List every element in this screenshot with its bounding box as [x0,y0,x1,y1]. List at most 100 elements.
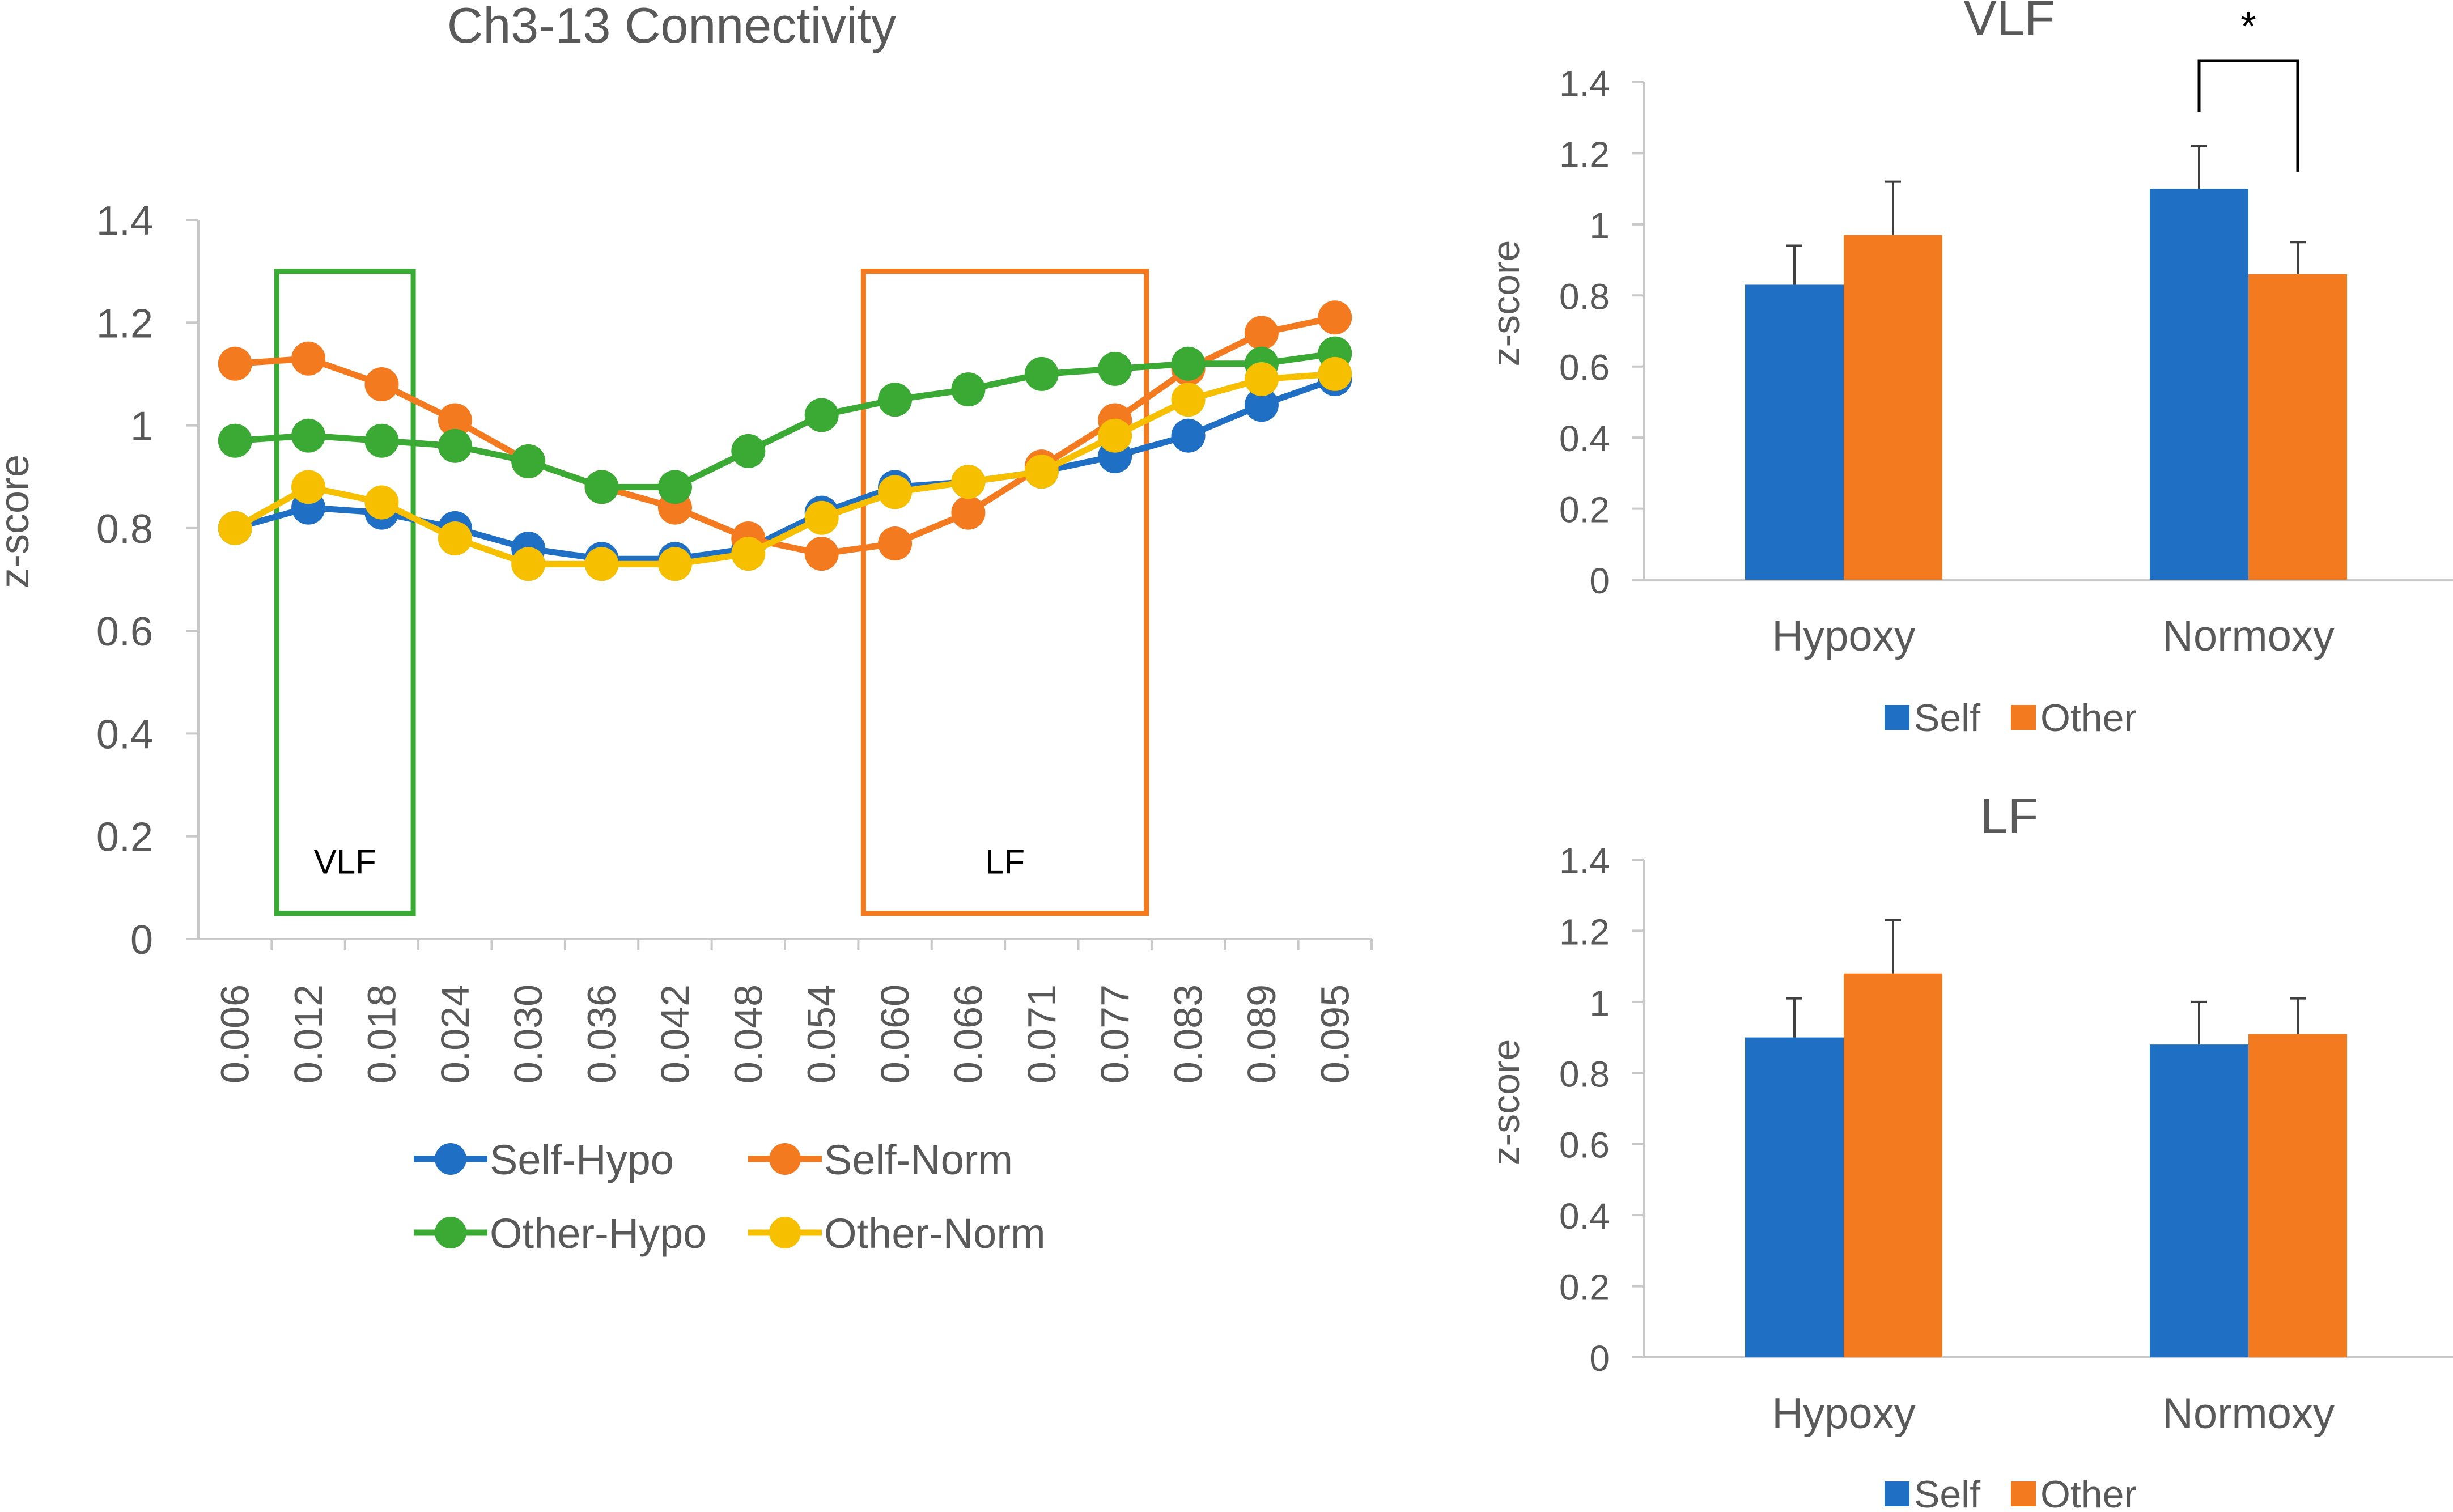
lf-legend-label-self: Self [1914,1473,1980,1512]
self-norm-point [364,367,399,402]
y-tick-label: 0.4 [96,712,153,757]
lf-bar-other-normoxy [2248,1034,2347,1357]
other-hypo-point [511,444,546,479]
self-norm-point [951,495,986,530]
legend-marker-self-norm [769,1143,801,1175]
self-hypo-point [1171,418,1206,453]
lf-y-tick-label: 0 [1589,1338,1610,1379]
x-tick-label: 0.077 [1093,984,1137,1084]
lf-legend-item-other[interactable]: Other [2011,1473,2137,1512]
other-norm-point [1024,455,1059,489]
line-chart-legend[interactable]: Self-Hypo Self-Norm Other-Hypo Other-Norm [414,1136,1046,1257]
vlf-y-tick-label: 0.4 [1559,418,1610,459]
line-chart-x-ticks: 0.006 0.012 0.018 0.024 0.030 0.036 0.042 0.048… [213,939,1373,1084]
vlf-chart-title: VLF [1963,0,2055,46]
legend-item-other-hypo[interactable]: Other-Hypo [414,1210,706,1257]
self-norm-point [438,403,472,438]
lf-bar-other-hypoxy [1844,973,1942,1357]
other-hypo-point [951,372,986,407]
vlf-bar-other-normoxy [2248,274,2347,580]
self-norm-point [878,526,913,561]
vlf-y-tick-label: 1.2 [1559,134,1610,175]
legend-item-other-norm[interactable]: Other-Norm [748,1210,1046,1257]
y-tick-label: 0.8 [96,507,153,552]
lf-bar-self-hypoxy [1745,1037,1844,1357]
lf-y-tick-label: 1 [1589,983,1610,1023]
other-norm-point [364,485,399,520]
vlf-legend-swatch-other [2011,705,2036,730]
other-norm-point [951,465,986,499]
other-hypo-point [1024,356,1059,391]
x-tick-label: 0.071 [1020,984,1064,1084]
lf-legend-item-self[interactable]: Self [1885,1473,1980,1512]
y-tick-label: 1.2 [96,301,153,346]
other-norm-point [218,511,252,545]
x-tick-label: 0.030 [506,984,550,1084]
lf-y-tick-label: 0.4 [1559,1196,1610,1237]
x-tick-label: 0.036 [580,984,624,1084]
other-hypo-point [291,418,326,453]
lf-band-box [860,269,1149,916]
legend-label-self-norm: Self-Norm [824,1136,1013,1183]
x-tick-label: 0.006 [213,984,257,1084]
lf-y-tick-label: 1.2 [1559,911,1610,952]
other-hypo-point [218,423,252,458]
other-norm-point [878,475,913,509]
vlf-significance-bracket [2197,59,2299,172]
vlf-legend-item-self[interactable]: Self [1885,696,1980,740]
legend-label-self-hypo: Self-Hypo [490,1136,674,1183]
line-chart-series [218,300,1352,581]
other-norm-point [657,547,692,581]
legend-item-self-norm[interactable]: Self-Norm [748,1136,1013,1183]
vlf-significance-marker: * [2240,4,2256,48]
lf-x-tick-label: Hypoxy [1772,1390,1915,1438]
vlf-y-tick-label: 1.4 [1559,63,1610,104]
lf-legend-label-other: Other [2040,1473,2137,1512]
other-hypo-point [804,398,839,432]
lf-chart-title: LF [1980,788,2039,844]
x-tick-label: 0.054 [800,984,844,1084]
y-tick-label: 0 [130,918,153,963]
lf-legend-swatch-other [2011,1481,2036,1506]
legend-item-self-hypo[interactable]: Self-Hypo [414,1136,674,1183]
vlf-y-tick-label: 0 [1589,560,1610,601]
x-tick-label: 0.018 [359,984,404,1084]
other-hypo-point [1098,351,1132,386]
lf-y-tick-label: 0.8 [1559,1054,1610,1094]
other-norm-point [804,500,839,535]
vlf-y-axis-label: z-score [1484,240,1527,367]
lf-band-label: LF [985,843,1025,881]
self-norm-point [291,341,326,376]
other-hypo-point [657,470,692,504]
legend-label-other-norm: Other-Norm [824,1210,1046,1257]
vlf-y-tick-label: 1 [1589,205,1610,246]
x-tick-label: 0.095 [1313,984,1357,1084]
other-norm-point [1171,383,1206,417]
other-norm-point [731,537,766,571]
line-chart-title: Ch3-13 Connectivity [447,0,896,53]
line-chart: Ch3-13 Connectivity z-score 0 0.2 0.4 0.6 0.… [0,0,1373,1257]
legend-marker-other-norm [769,1217,801,1248]
lf-y-tick-label: 0.6 [1559,1125,1610,1166]
self-norm-line [235,314,1336,557]
vlf-bar-self-hypoxy [1745,284,1844,580]
x-tick-label: 0.024 [433,984,477,1084]
vlf-legend-item-other[interactable]: Other [2011,696,2137,740]
x-tick-label: 0.048 [726,984,770,1084]
other-norm-point [1318,356,1352,391]
vlf-y-tick-label: 0.8 [1559,276,1610,317]
vlf-x-tick-label: Normoxy [2162,612,2335,660]
y-tick-label: 1 [130,404,153,449]
self-norm-point [1244,316,1279,350]
other-hypo-point [1171,346,1206,381]
y-tick-label: 0.2 [96,815,153,860]
lf-y-tick-label: 0.2 [1559,1267,1610,1308]
vlf-band-box [274,269,416,916]
lf-y-axis-label: z-score [1484,1039,1527,1166]
lf-x-tick-label: Normoxy [2162,1390,2335,1438]
other-norm-point [291,470,326,504]
legend-marker-other-hypo [435,1217,466,1248]
other-norm-point [511,547,546,581]
vlf-y-tick-label: 0.6 [1559,347,1610,388]
